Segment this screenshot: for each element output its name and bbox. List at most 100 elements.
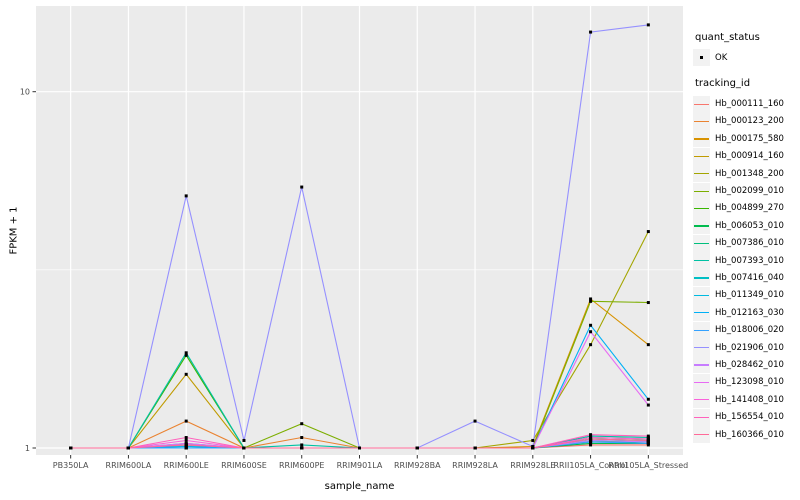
- data-point: [184, 194, 188, 198]
- data-point: [589, 443, 593, 447]
- legend-key-box: [693, 130, 710, 148]
- data-point: [646, 230, 650, 234]
- x-tick-label: RRIM600LE: [164, 461, 209, 470]
- line-swatch-icon: [694, 329, 709, 331]
- legend-key-box: [693, 286, 710, 304]
- legend-entry-label: Hb_000914_160: [715, 151, 784, 162]
- x-tick-label: RRIM600PE: [279, 461, 325, 470]
- data-point: [531, 438, 535, 442]
- data-point: [589, 30, 593, 34]
- legend-key-box: [693, 426, 710, 443]
- legend-key-box: [693, 373, 710, 391]
- data-point: [300, 443, 304, 447]
- legend-entry: Hb_012163_030: [693, 304, 800, 322]
- legend-entry-label: Hb_018006_020: [715, 325, 784, 336]
- x-tick-label: RRIM928LE: [510, 461, 555, 470]
- legend-entry-label: Hb_028462_010: [715, 359, 784, 370]
- legend-key-box: [693, 217, 710, 235]
- legend-entry: Hb_000123_200: [693, 112, 800, 130]
- data-point: [300, 446, 304, 450]
- legend-key-box: [693, 147, 710, 165]
- data-point: [589, 323, 593, 327]
- data-point: [300, 185, 304, 189]
- legend-entry-label: Hb_021906_010: [715, 342, 784, 353]
- legend-entry-label: Hb_007393_010: [715, 255, 784, 266]
- data-point: [184, 353, 188, 357]
- legend-entry-ok: OK: [693, 49, 800, 67]
- line-swatch-icon: [694, 399, 709, 401]
- legend-entry-label: Hb_123098_010: [715, 377, 784, 388]
- data-point: [646, 343, 650, 347]
- x-axis-title: sample_name: [324, 481, 395, 492]
- data-point: [184, 436, 188, 440]
- legend-entry-label: Hb_000123_200: [715, 116, 784, 127]
- legend-entry-label: Hb_000111_160: [715, 99, 784, 110]
- legend-key-box: [693, 95, 710, 113]
- data-point: [646, 397, 650, 401]
- line-swatch-icon: [694, 225, 709, 227]
- data-point: [242, 446, 246, 450]
- data-point: [184, 441, 188, 445]
- legend-key-box: [693, 112, 710, 130]
- legend-entry: Hb_018006_020: [693, 321, 800, 339]
- legend-entry-label: Hb_006053_010: [715, 220, 784, 231]
- legend-key-box: [693, 304, 710, 322]
- data-point: [184, 438, 188, 442]
- legend-key-box: [693, 321, 710, 339]
- y-axis-title: FPKM + 1: [8, 206, 20, 255]
- x-tick-label: RRII105LA_Control: [554, 461, 628, 470]
- data-point: [415, 446, 419, 450]
- legend-key-box: [693, 269, 710, 287]
- legend-entry: Hb_000175_580: [693, 130, 800, 148]
- data-point: [184, 446, 188, 450]
- data-point: [358, 446, 361, 450]
- legend-entry: Hb_123098_010: [693, 373, 800, 391]
- data-point: [126, 446, 130, 450]
- data-point: [589, 299, 593, 303]
- legend-key-box: [693, 49, 710, 67]
- legend-entry-label: Hb_156554_010: [715, 412, 784, 423]
- line-swatch-icon: [694, 434, 709, 436]
- legend-key-box: [693, 165, 710, 183]
- legend-entry-label: Hb_000175_580: [715, 133, 784, 144]
- legend-entry: Hb_007393_010: [693, 252, 800, 270]
- legend-key-box: [693, 199, 710, 217]
- data-point: [184, 443, 188, 447]
- data-point: [184, 372, 188, 376]
- legend-entry: Hb_160366_010: [693, 426, 800, 443]
- line-swatch-icon: [694, 207, 709, 210]
- y-tick-label: 1: [25, 444, 30, 453]
- legend-entry-label: Hb_011349_010: [715, 290, 784, 301]
- legend-entry: Hb_007386_010: [693, 234, 800, 252]
- point-marker-icon: [700, 56, 703, 60]
- data-point: [589, 297, 593, 301]
- legend-entry: Hb_000914_160: [693, 147, 800, 165]
- x-tick-label: RRIM600LA: [106, 461, 152, 470]
- x-tick-label: PB350LA: [53, 461, 89, 470]
- data-point: [646, 403, 650, 407]
- legend-entry-label: Hb_001348_200: [715, 168, 784, 179]
- legend-key-box: [693, 356, 710, 374]
- data-point: [531, 446, 535, 450]
- data-point: [242, 438, 246, 442]
- legend-title-tracking-id: tracking_id: [695, 78, 751, 90]
- legend-entry: Hb_001348_200: [693, 165, 800, 183]
- line-swatch-icon: [694, 242, 709, 244]
- legend-entry-label: Hb_007386_010: [715, 238, 784, 249]
- x-tick-label: RRIM901LA: [337, 461, 383, 470]
- legend-entry-label: OK: [715, 52, 728, 63]
- data-point: [473, 446, 477, 450]
- legend-entry-label: Hb_007416_040: [715, 272, 784, 283]
- data-point: [184, 444, 188, 448]
- line-swatch-icon: [694, 364, 709, 366]
- data-point: [184, 351, 188, 355]
- legend-entry-label: Hb_141408_010: [715, 394, 784, 405]
- data-point: [589, 330, 593, 334]
- legend-tracking-entries: Hb_000111_160 Hb_000123_200 Hb_000175_580 H…: [693, 95, 800, 443]
- legend-entry-label: Hb_004899_270: [715, 203, 784, 214]
- line-swatch-icon: [694, 381, 709, 384]
- x-tick-label: RRIM928LA: [452, 461, 498, 470]
- legend-entry: Hb_007416_040: [693, 269, 800, 287]
- data-point: [184, 419, 188, 423]
